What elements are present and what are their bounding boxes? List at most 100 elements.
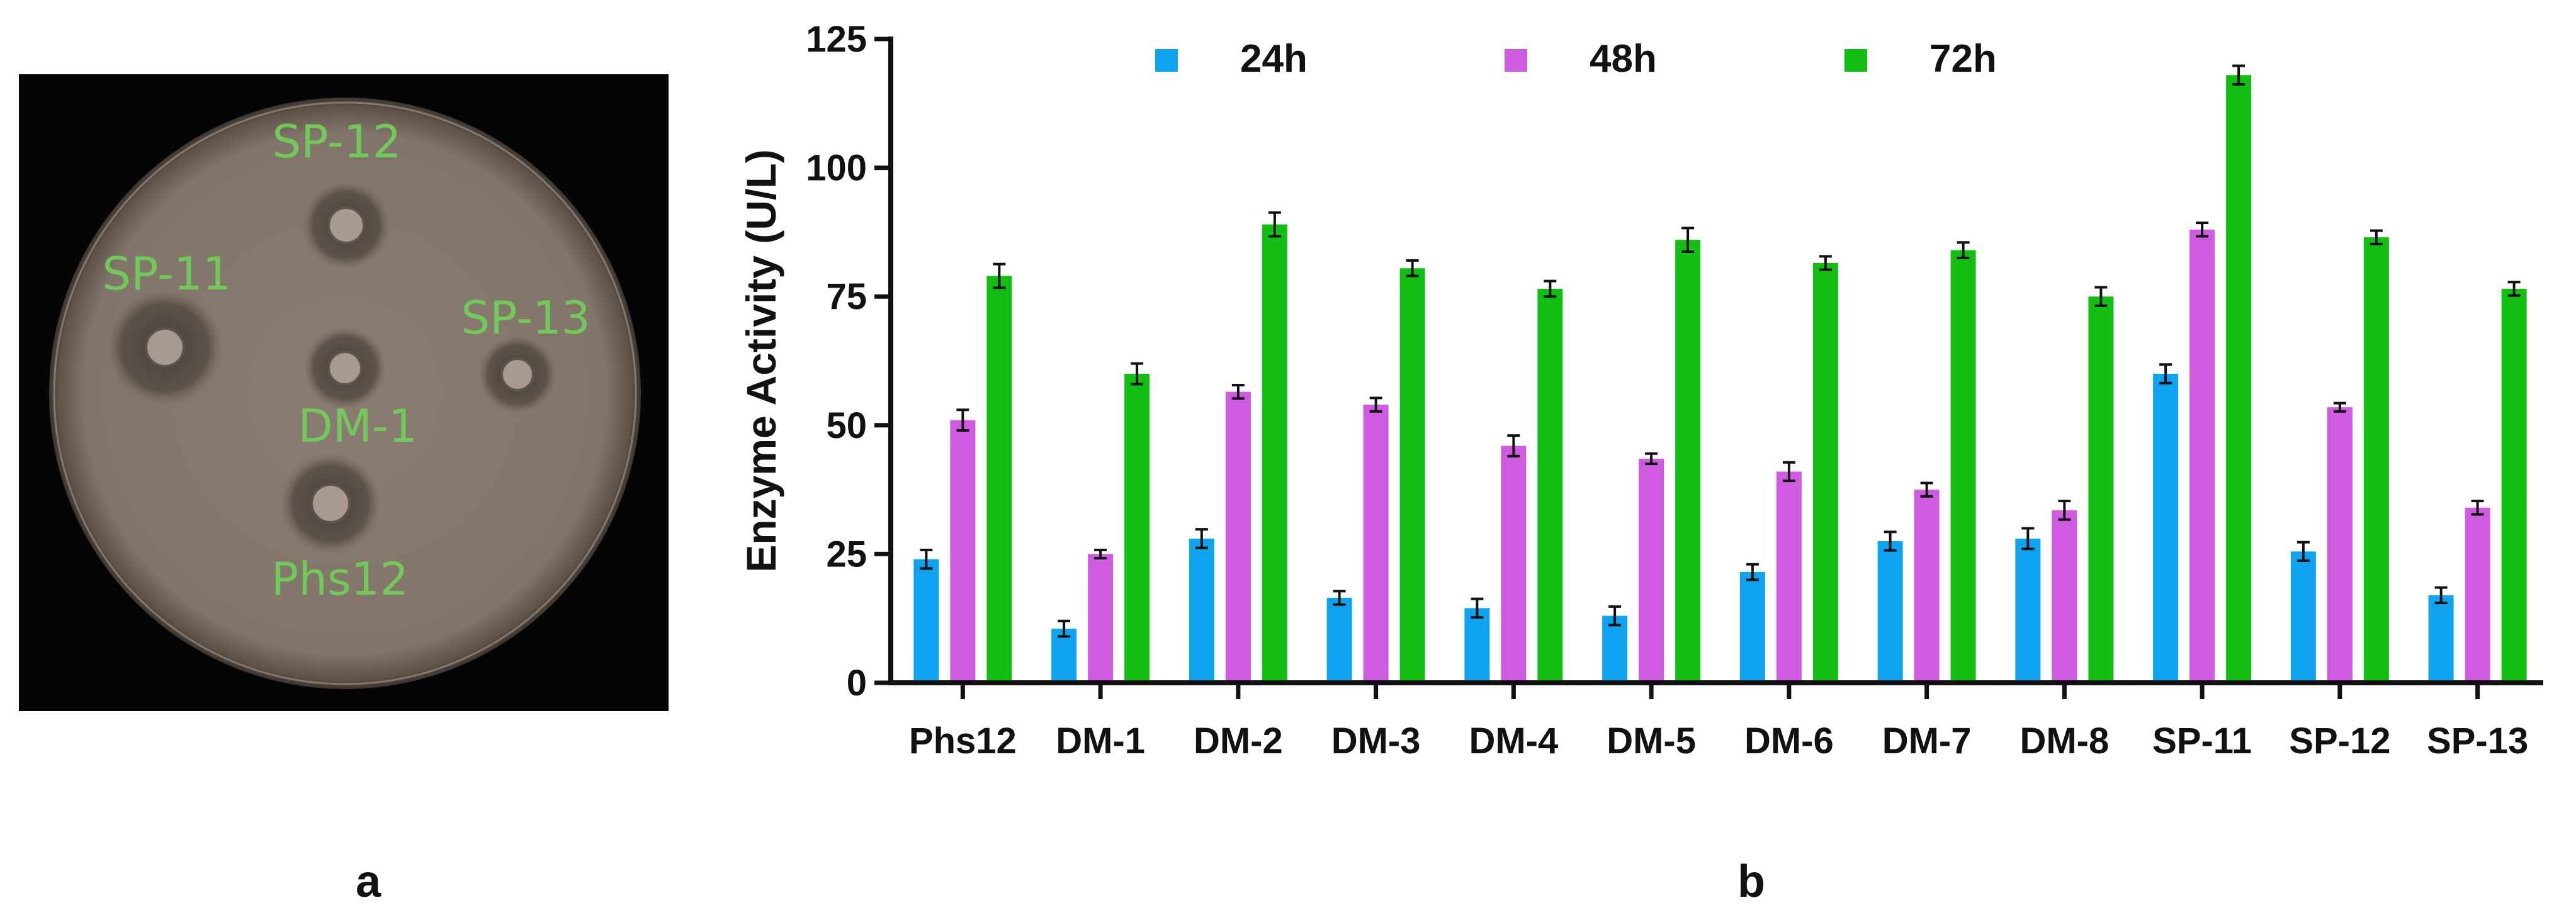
error-bar-dm-5-48h: [1645, 452, 1658, 466]
error-bar-dm-2-72h: [1268, 211, 1281, 238]
legend-item-24h: 24h: [1155, 37, 1308, 81]
y-axis-title: Enzyme Activity (U/L): [738, 149, 784, 572]
bar-phs12-72h: [986, 276, 1012, 683]
error-bar-phs12-72h: [993, 262, 1006, 289]
bar-dm-3-72h: [1399, 268, 1425, 683]
error-bar-dm-1-48h: [1094, 548, 1107, 559]
error-bar-dm-3-24h: [1333, 590, 1346, 606]
petri-dish-rim: [53, 101, 637, 685]
bar-phs12-48h: [950, 420, 976, 683]
bar-dm-1-24h: [1051, 629, 1077, 683]
legend-label-24h: 24h: [1240, 37, 1308, 81]
error-bar-sp-13-48h: [2471, 500, 2484, 516]
error-bar-dm-8-72h: [2094, 286, 2108, 307]
bar-dm-1-72h: [1124, 373, 1150, 683]
bar-sp-13-24h: [2428, 595, 2454, 683]
panel-a-photo: SP-12 SP-11 SP-13 DM-1 Phs12: [19, 74, 669, 711]
bar-dm-3-24h: [1326, 597, 1352, 683]
colony-sp-11: [107, 289, 223, 405]
bar-dm-1-48h: [1088, 554, 1114, 683]
error-bar-dm-3-72h: [1406, 259, 1419, 278]
error-bar-dm-2-48h: [1231, 383, 1245, 400]
error-bar-dm-3-48h: [1369, 396, 1382, 413]
bar-dm-2-48h: [1225, 391, 1251, 683]
error-bar-sp-13-24h: [2434, 586, 2448, 605]
legend-swatch-72h: [1844, 49, 1867, 72]
error-bar-dm-8-48h: [2058, 500, 2071, 521]
bar-sp-11-24h: [2153, 373, 2179, 683]
x-tick-label-sp-11: SP-11: [2152, 721, 2252, 761]
error-bar-dm-7-72h: [1957, 241, 1970, 259]
bar-dm-5-24h: [1602, 615, 1628, 683]
y-tick-label-50: 50: [826, 405, 867, 446]
x-tick-label-sp-13: SP-13: [2427, 721, 2528, 761]
colony-sp-12: [302, 181, 390, 269]
error-bar-dm-5-24h: [1608, 605, 1622, 627]
plate-label-sp-12: SP-12: [272, 115, 401, 168]
axes-layer: Phs12 DM-1 DM-2 DM-3 DM-4 DM-5 DM-6 DM-7 DM-8 SP-…: [806, 19, 2543, 761]
bar-sp-13-48h: [2465, 507, 2490, 683]
legend-swatch-48h: [1505, 49, 1527, 72]
y-tick-label-0: 0: [847, 663, 867, 704]
legend-item-72h: 72h: [1844, 37, 1997, 81]
bars-layer: [913, 75, 2527, 683]
x-tick-label-dm-4: DM-4: [1469, 721, 1558, 761]
bar-dm-7-72h: [1950, 250, 1976, 683]
error-bar-phs12-24h: [920, 548, 933, 570]
bar-dm-2-72h: [1262, 224, 1287, 683]
y-tick-label-75: 75: [826, 276, 867, 317]
legend-item-48h: 48h: [1505, 37, 1657, 81]
bar-dm-4-24h: [1464, 608, 1490, 683]
x-tick-label-dm-5: DM-5: [1607, 721, 1696, 761]
panel-letter-b: b: [1737, 856, 1765, 907]
error-bar-dm-4-72h: [1544, 279, 1557, 298]
x-tick-label-phs12: Phs12: [909, 721, 1017, 761]
bar-dm-5-48h: [1639, 458, 1664, 683]
bar-sp-13-72h: [2501, 288, 2527, 683]
x-tick-label-dm-2: DM-2: [1194, 721, 1283, 761]
x-tick-label-dm-1: DM-1: [1056, 721, 1145, 761]
bar-dm-2-24h: [1189, 538, 1214, 683]
bar-dm-6-72h: [1812, 263, 1838, 683]
error-bar-phs12-48h: [956, 408, 969, 432]
plate-label-sp-13: SP-13: [461, 291, 590, 344]
legend-swatch-24h: [1155, 49, 1178, 72]
bar-dm-5-72h: [1675, 240, 1701, 683]
bar-sp-11-72h: [2226, 75, 2252, 683]
bar-dm-7-24h: [1877, 541, 1903, 683]
x-tick-label-dm-8: DM-8: [2020, 721, 2109, 761]
error-bars-layer: [920, 64, 2521, 638]
bar-sp-11-48h: [2189, 229, 2215, 683]
plate-label-phs12: Phs12: [271, 553, 409, 605]
bar-dm-8-24h: [2015, 538, 2041, 683]
colony-sp-13: [478, 335, 556, 413]
error-bar-sp-12-72h: [2370, 229, 2383, 245]
legend-label-48h: 48h: [1590, 37, 1657, 81]
error-bar-dm-5-72h: [1681, 227, 1695, 253]
bar-sp-12-48h: [2327, 407, 2353, 683]
colony-phs12: [280, 453, 381, 554]
error-bar-dm-7-24h: [1884, 530, 1897, 552]
bar-dm-8-72h: [2088, 296, 2114, 683]
y-tick-label-125: 125: [806, 19, 867, 60]
legend: 24h 48h 72h: [1155, 37, 1997, 81]
enzyme-activity-chart: Phs12 DM-1 DM-2 DM-3 DM-4 DM-5 DM-6 DM-7 DM-8 SP-…: [738, 19, 2543, 761]
error-bar-sp-12-24h: [2296, 541, 2310, 563]
panel-letter-a: a: [356, 856, 381, 907]
plate-label-dm-1: DM-1: [298, 400, 417, 452]
bar-sp-12-24h: [2290, 551, 2316, 683]
error-bar-dm-1-72h: [1131, 362, 1144, 386]
bar-phs12-24h: [913, 559, 939, 683]
error-bar-dm-6-72h: [1819, 255, 1832, 271]
bar-sp-12-72h: [2363, 237, 2389, 683]
error-bar-sp-11-72h: [2232, 64, 2246, 86]
error-bar-dm-6-24h: [1746, 563, 1759, 581]
error-bar-dm-6-48h: [1782, 461, 1795, 483]
legend-label-72h: 72h: [1929, 37, 1997, 81]
error-bar-dm-4-48h: [1507, 434, 1520, 458]
error-bar-dm-2-24h: [1195, 528, 1208, 549]
y-tick-label-100: 100: [806, 148, 867, 189]
bar-dm-6-24h: [1739, 572, 1765, 683]
error-bar-dm-1-24h: [1058, 619, 1071, 638]
